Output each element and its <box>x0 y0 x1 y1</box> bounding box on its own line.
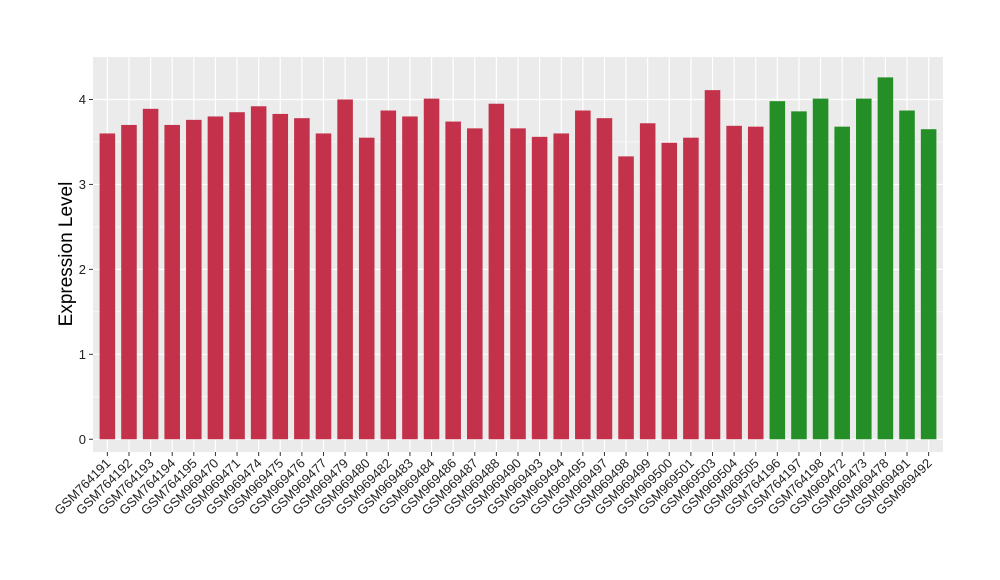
bar-GSM969499 <box>639 123 656 440</box>
bar-GSM969501 <box>683 137 699 440</box>
bar-GSM764191 <box>99 133 116 440</box>
y-tick-label: 3 <box>79 177 86 192</box>
bars <box>99 77 937 440</box>
bar-GSM969487 <box>466 128 483 440</box>
bar-GSM764195 <box>186 119 202 440</box>
y-axis: 0 1 2 3 4 <box>79 92 93 447</box>
bar-GSM969483 <box>402 116 418 440</box>
bar-GSM969495 <box>575 110 591 440</box>
bar-GSM969472 <box>834 126 850 440</box>
bar-GSM969491 <box>899 110 915 440</box>
bar-GSM969471 <box>229 112 245 440</box>
y-axis-label: Expression Level <box>56 182 77 327</box>
bar-GSM969488 <box>488 103 505 440</box>
bar-GSM969486 <box>445 121 461 440</box>
bar-GSM764194 <box>164 124 180 440</box>
bar-GSM969484 <box>423 98 440 440</box>
bar-GSM969474 <box>250 106 267 440</box>
bar-GSM764198 <box>812 98 829 440</box>
bar-GSM969482 <box>380 110 397 440</box>
bar-GSM969477 <box>315 133 332 440</box>
bar-GSM764196 <box>769 101 786 440</box>
y-tick-label: 0 <box>79 432 86 447</box>
bar-GSM969493 <box>531 136 548 440</box>
bar-GSM969500 <box>661 142 678 440</box>
bar-GSM969475 <box>272 113 289 440</box>
bar-GSM764193 <box>142 108 159 440</box>
bar-GSM969490 <box>510 128 526 440</box>
y-tick-label: 2 <box>79 262 86 277</box>
bar-GSM969497 <box>596 118 613 440</box>
bar-GSM969503 <box>704 90 721 440</box>
bar-GSM969476 <box>294 118 310 440</box>
x-axis: GSM764191GSM764192GSM764193GSM764194GSM7… <box>51 452 935 518</box>
bar-GSM969492 <box>920 129 937 440</box>
bar-GSM969494 <box>553 133 570 440</box>
y-tick-label: 4 <box>79 92 86 107</box>
bar-GSM969479 <box>337 99 353 440</box>
bar-GSM969504 <box>726 125 742 440</box>
bar-GSM764197 <box>791 111 807 440</box>
bar-GSM969498 <box>618 156 634 440</box>
bar-GSM969505 <box>747 126 764 440</box>
y-tick-label: 1 <box>79 347 86 362</box>
bar-GSM969473 <box>856 98 872 440</box>
bar-GSM764192 <box>121 124 137 440</box>
bar-GSM969480 <box>358 137 375 440</box>
bar-GSM969478 <box>877 77 894 440</box>
bar-GSM969470 <box>207 116 224 440</box>
